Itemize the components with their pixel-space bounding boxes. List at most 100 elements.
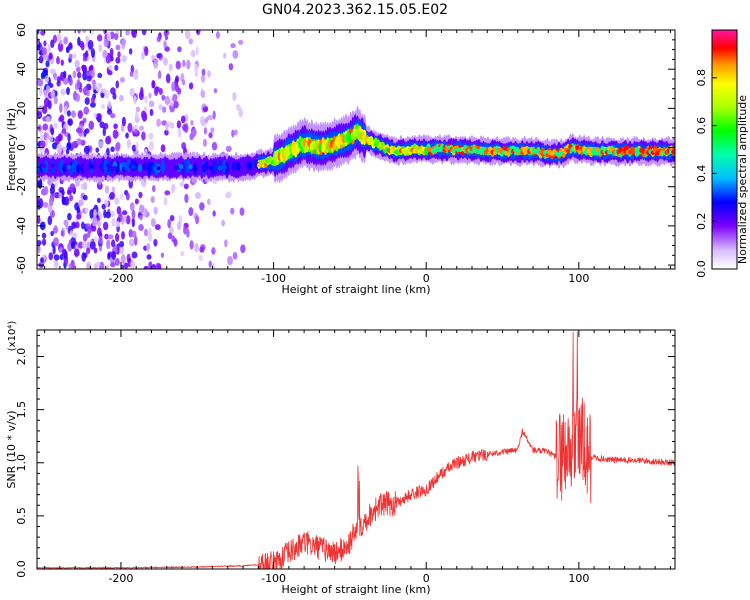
spectrogram-cell — [93, 209, 97, 218]
spectrogram-cell — [37, 240, 42, 246]
top-frame — [36, 29, 676, 270]
spectrogram-cell — [146, 254, 152, 260]
spectrogram-cell — [104, 185, 110, 194]
spectrogram-cell — [102, 221, 109, 231]
colorbar-step — [712, 69, 737, 73]
spectrogram-cell — [106, 31, 112, 42]
spectrogram-cell — [98, 140, 104, 148]
spectrogram-cell — [225, 145, 232, 153]
spectrogram-cell — [170, 183, 176, 194]
spectrogram-cell — [196, 30, 201, 36]
spectrogram-cell — [40, 257, 44, 263]
spectrogram-cell — [50, 39, 55, 49]
spectrogram-cell — [114, 233, 120, 242]
spectrogram-cell — [59, 39, 63, 45]
spectrogram-cell — [63, 196, 70, 206]
spectrogram-cell — [75, 221, 80, 229]
bottom-xtick-label: -100 — [261, 572, 286, 585]
spectrogram-cell — [208, 132, 213, 139]
spectrogram-cell — [105, 54, 112, 64]
spectrogram-cell — [561, 152, 566, 158]
spectrogram-cell — [236, 162, 241, 171]
colorbar-step — [712, 237, 737, 240]
spectrogram-cell — [63, 36, 69, 45]
spectrogram-cell — [81, 64, 87, 70]
spectrogram-cell — [139, 214, 143, 221]
spectrogram-cell — [43, 40, 47, 47]
spectrogram-cell — [671, 149, 675, 155]
spectrogram-cell — [157, 70, 162, 80]
spectrogram-cell — [134, 235, 138, 246]
spectrogram-cell — [189, 240, 194, 250]
spectrogram-cell — [114, 221, 121, 228]
spectrogram-cell — [153, 59, 159, 69]
spectrogram-cell — [89, 241, 96, 250]
colorbar-step — [712, 243, 737, 246]
colorbar-step — [712, 257, 737, 260]
colorbar-step — [712, 267, 737, 270]
spectrogram-cell — [92, 162, 97, 171]
colorbar-step — [712, 113, 737, 117]
spectrogram-cell — [62, 77, 69, 85]
spectrogram-cell — [106, 108, 113, 115]
spectrogram-cell — [176, 221, 182, 231]
bottom-y-scale-note: (x10⁴) — [7, 321, 18, 352]
spectrogram-cell — [125, 132, 129, 139]
spectrogram-cell — [194, 243, 199, 253]
spectrogram-cell — [100, 103, 105, 110]
spectrogram-cell — [39, 140, 46, 148]
colorbar-step — [712, 225, 737, 228]
colorbar-step — [712, 229, 737, 232]
spectrogram-cell — [165, 73, 171, 84]
spectrogram-cell — [93, 247, 98, 254]
colorbar-step — [712, 163, 737, 167]
spectrogram-cell — [117, 51, 121, 58]
spectrogram-cell — [86, 90, 90, 97]
spectrogram-cell — [183, 225, 187, 235]
spectrogram-cell — [76, 138, 82, 146]
spectrogram-cell — [247, 161, 253, 171]
colorbar-step — [712, 49, 737, 53]
top-ylabel: Frequency (Hz) — [5, 108, 18, 191]
spectrogram-cell — [54, 192, 60, 199]
colorbar-step — [712, 59, 737, 63]
spectrogram-cell — [141, 30, 147, 36]
spectrogram-cell — [188, 82, 194, 90]
colorbar-step — [712, 125, 737, 129]
spectrogram-cell — [141, 51, 145, 60]
colorbar-step — [712, 157, 737, 161]
spectrogram-cell — [175, 75, 180, 83]
spectrogram-cell — [403, 149, 408, 155]
spectrogram-cell — [200, 74, 206, 83]
spectrogram-cell — [119, 240, 125, 248]
spectrogram-cell — [113, 123, 118, 130]
spectrogram-cell — [138, 125, 144, 131]
spectrogram-cell — [71, 241, 75, 250]
colorbar-step — [712, 87, 737, 91]
spectrogram-cell — [152, 80, 156, 89]
spectrogram-cell — [77, 71, 82, 79]
spectrogram-cell — [180, 250, 185, 257]
top-ytick-label: -40 — [15, 217, 28, 235]
spectrogram-cell — [41, 163, 47, 168]
spectrogram-cell — [192, 164, 198, 173]
bottom-xtick-label: -200 — [108, 572, 133, 585]
spectrogram-cell — [194, 63, 198, 74]
spectrogram-cell — [66, 189, 72, 196]
spectrogram-cell — [148, 227, 152, 235]
spectrogram-cell — [54, 181, 59, 187]
colorbar-step — [712, 263, 737, 266]
top-ytick-label: 0 — [15, 144, 28, 151]
colorbar-step — [712, 213, 737, 216]
spectrogram-cell — [103, 209, 107, 219]
spectrogram-cell — [127, 122, 133, 133]
spectrogram-cell — [151, 263, 157, 269]
spectrogram-cell — [123, 262, 129, 269]
colorbar-step — [712, 217, 737, 220]
spectrogram-cell — [96, 227, 102, 237]
spectrogram-cell — [121, 230, 125, 240]
spectrogram-cell — [227, 255, 233, 266]
colorbar-step — [712, 127, 737, 131]
spectrogram-cell — [174, 84, 180, 93]
